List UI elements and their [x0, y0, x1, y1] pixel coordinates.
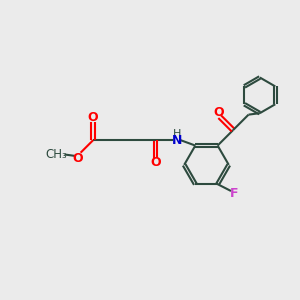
Text: H: H — [172, 129, 181, 139]
Text: O: O — [213, 106, 224, 119]
Text: O: O — [73, 152, 83, 164]
Text: N: N — [171, 134, 182, 147]
Text: F: F — [230, 188, 239, 200]
Text: O: O — [150, 156, 161, 169]
Text: O: O — [88, 111, 98, 124]
Text: CH₃: CH₃ — [45, 148, 67, 161]
